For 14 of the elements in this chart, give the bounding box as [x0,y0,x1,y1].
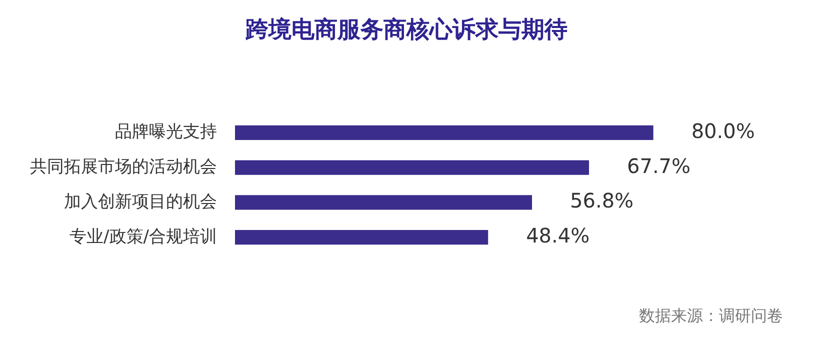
source-note: 数据来源：调研问卷 [639,306,783,327]
data-label: 67.7% [627,154,691,178]
bar [235,230,488,245]
bar [235,160,590,175]
data-label: 80.0% [691,118,755,143]
y-tick-label: 品牌曝光支持 [115,122,217,142]
y-tick-label: 专业/政策/合规培训 [70,226,217,247]
chart-title: 跨境电商服务商核心诉求与期待 [244,16,568,45]
bar [235,125,654,140]
bar [235,195,532,210]
y-tick-label: 加入创新项目的机会 [64,192,217,212]
data-label: 48.4% [526,224,590,248]
data-label: 56.8% [570,188,634,213]
y-tick-label: 共同拓展市场的活动机会 [30,156,217,177]
